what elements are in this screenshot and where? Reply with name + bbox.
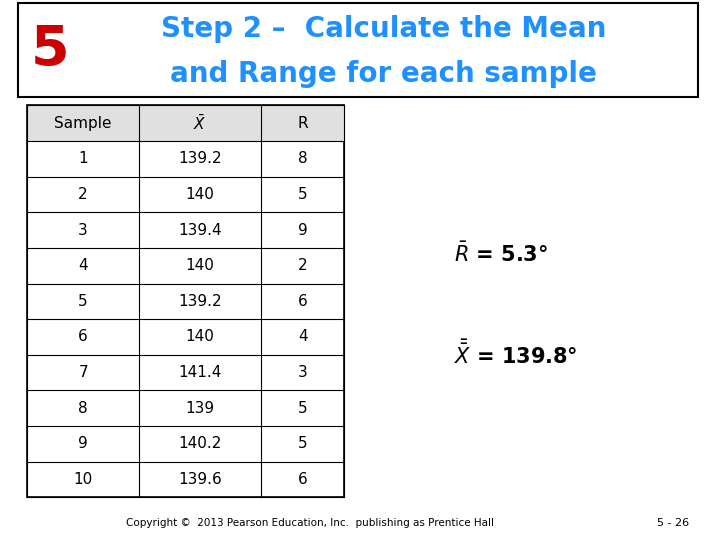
Text: 3: 3 <box>298 365 307 380</box>
Text: R: R <box>297 116 308 131</box>
Text: 8: 8 <box>78 401 88 416</box>
Text: Step 2 –  Calculate the Mean: Step 2 – Calculate the Mean <box>161 15 606 43</box>
Text: 5 - 26: 5 - 26 <box>657 518 689 528</box>
Text: 2: 2 <box>298 258 307 273</box>
Text: 139.2: 139.2 <box>179 151 222 166</box>
Text: 140: 140 <box>186 258 215 273</box>
Text: and Range for each sample: and Range for each sample <box>170 59 597 87</box>
Text: 140: 140 <box>186 187 215 202</box>
Text: 6: 6 <box>298 472 307 487</box>
Text: 141.4: 141.4 <box>179 365 222 380</box>
Text: 139.2: 139.2 <box>179 294 222 309</box>
Text: Copyright ©  2013 Pearson Education, Inc.  publishing as Prentice Hall: Copyright © 2013 Pearson Education, Inc.… <box>125 518 494 528</box>
Text: 1: 1 <box>78 151 88 166</box>
Text: 2: 2 <box>78 187 88 202</box>
Text: 10: 10 <box>73 472 93 487</box>
FancyBboxPatch shape <box>27 105 344 141</box>
Text: $\bar{X}$: $\bar{X}$ <box>194 113 207 133</box>
Text: Sample: Sample <box>55 116 112 131</box>
Text: 140.2: 140.2 <box>179 436 222 451</box>
Text: 139.4: 139.4 <box>179 222 222 238</box>
Text: $\bar{R}$ = 5.3°: $\bar{R}$ = 5.3° <box>454 242 548 266</box>
Text: 3: 3 <box>78 222 88 238</box>
Text: 9: 9 <box>298 222 307 238</box>
Text: 5: 5 <box>298 401 307 416</box>
Text: 5: 5 <box>31 23 70 77</box>
Text: 5: 5 <box>78 294 88 309</box>
Text: 9: 9 <box>78 436 88 451</box>
Text: 6: 6 <box>78 329 88 345</box>
Text: 5: 5 <box>298 187 307 202</box>
Text: 4: 4 <box>78 258 88 273</box>
Text: $\bar{\bar{X}}$ = 139.8°: $\bar{\bar{X}}$ = 139.8° <box>454 340 577 368</box>
Text: 139.6: 139.6 <box>179 472 222 487</box>
FancyBboxPatch shape <box>18 3 698 97</box>
Text: 8: 8 <box>298 151 307 166</box>
Text: 139: 139 <box>186 401 215 416</box>
Text: 6: 6 <box>298 294 307 309</box>
Text: 4: 4 <box>298 329 307 345</box>
FancyBboxPatch shape <box>27 105 344 497</box>
Text: 7: 7 <box>78 365 88 380</box>
Text: 5: 5 <box>298 436 307 451</box>
Text: 140: 140 <box>186 329 215 345</box>
